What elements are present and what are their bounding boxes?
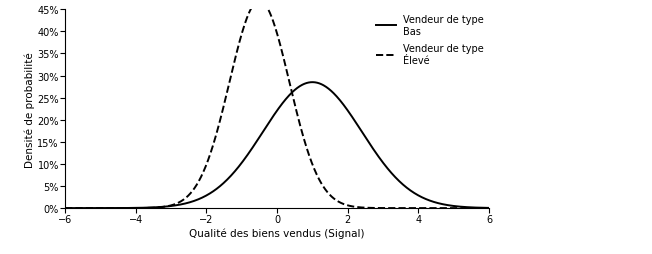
Line: Vendeur de type
Élevé: Vendeur de type Élevé: [65, 2, 489, 208]
Vendeur de type
Élevé: [248, 7, 256, 10]
Vendeur de type
Bas: [248, 148, 256, 151]
Vendeur de type
Élevé: [233, 52, 241, 55]
Vendeur de type
Élevé: [485, 207, 493, 210]
Vendeur de type
Élevé: [400, 207, 408, 210]
Vendeur de type
Bas: [353, 123, 361, 126]
Line: Vendeur de type
Bas: Vendeur de type Bas: [65, 83, 489, 208]
Vendeur de type
Élevé: [61, 207, 69, 210]
Vendeur de type
Bas: [233, 168, 241, 171]
Vendeur de type
Élevé: [256, 0, 263, 3]
Legend: Vendeur de type
Bas, Vendeur de type
Élevé: Vendeur de type Bas, Vendeur de type Éle…: [376, 15, 484, 66]
Vendeur de type
Élevé: [393, 207, 400, 210]
Vendeur de type
Élevé: [353, 206, 361, 209]
Vendeur de type
Bas: [308, 81, 316, 84]
Vendeur de type
Bas: [61, 207, 69, 210]
Vendeur de type
Bas: [485, 207, 493, 210]
Vendeur de type
Bas: [400, 184, 408, 187]
Vendeur de type
Élevé: [104, 207, 112, 210]
Y-axis label: Densité de probabilité: Densité de probabilité: [24, 52, 35, 167]
Vendeur de type
Bas: [104, 207, 112, 210]
X-axis label: Qualité des biens vendus (Signal): Qualité des biens vendus (Signal): [189, 227, 365, 238]
Vendeur de type
Bas: [393, 177, 400, 180]
